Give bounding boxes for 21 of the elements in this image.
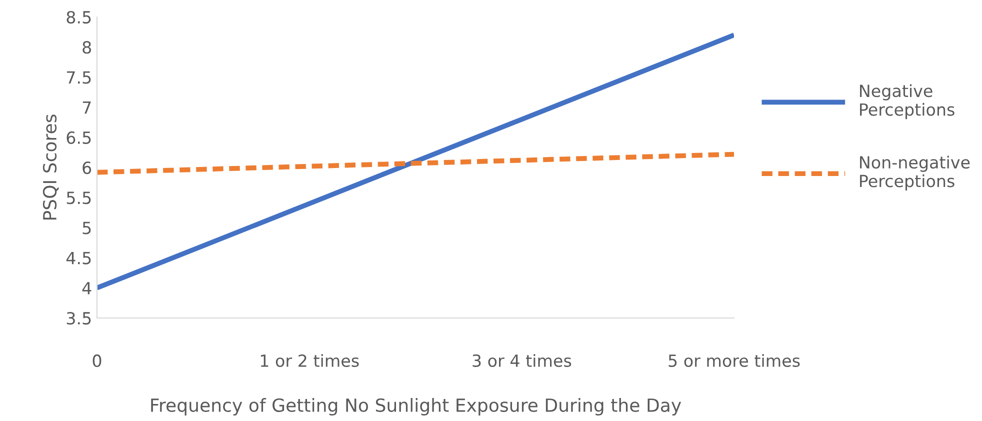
y-tick-label: 6 bbox=[82, 161, 92, 174]
x-tick-label: 3 or 4 times bbox=[472, 354, 572, 368]
y-tick-label: 3.5 bbox=[66, 312, 91, 325]
y-tick-label: 8.5 bbox=[66, 10, 91, 24]
text: Non-negative Perceptions bbox=[860, 156, 970, 191]
x-tick-label: 0 bbox=[92, 354, 102, 368]
y-tick-label: 6.5 bbox=[66, 131, 91, 144]
x-tick-label: 5 or more times bbox=[668, 354, 800, 368]
y-tick-label: 7 bbox=[82, 101, 91, 114]
y-tick-label: 7.5 bbox=[67, 71, 91, 84]
y-axis-title: PSQI Scores bbox=[42, 114, 59, 220]
text: Negative Perceptions bbox=[860, 84, 954, 120]
line-series bbox=[97, 152, 734, 175]
y-tick-label: 4.5 bbox=[66, 252, 91, 264]
x-tick-label: 1 or 2 times bbox=[260, 354, 359, 368]
y-tick-label: 4 bbox=[82, 282, 92, 294]
y-tick-label: 5.5 bbox=[66, 192, 91, 204]
line-series bbox=[97, 32, 734, 290]
y-tick-label: 5 bbox=[82, 222, 91, 234]
x-axis-title: Frequency of Getting No Sunlight Exposure During the Day bbox=[151, 398, 682, 416]
y-tick-label: 8 bbox=[82, 41, 91, 54]
